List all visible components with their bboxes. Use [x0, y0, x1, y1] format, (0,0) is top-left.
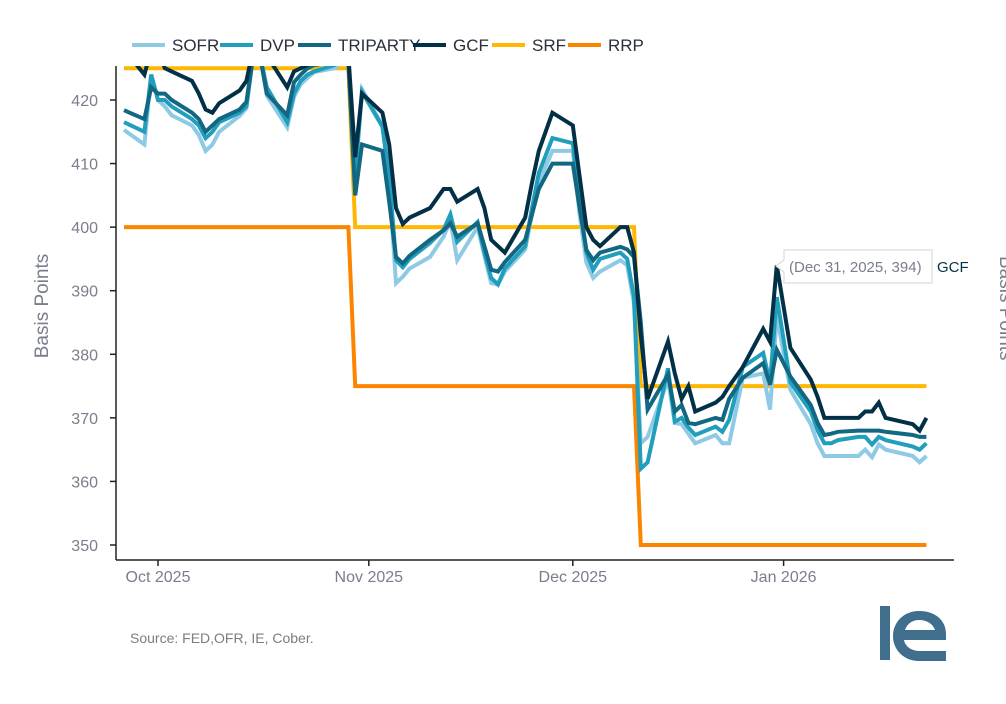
series-line-triparty [123, 66, 927, 439]
hover-tooltip: (Dec 31, 2025, 394) GCF [775, 249, 969, 284]
x-tick-label: Nov 2025 [335, 569, 404, 586]
x-tick-label: Oct 2025 [126, 569, 191, 586]
legend-item-rrp[interactable]: RRP [568, 36, 644, 55]
series-line-gcf [134, 66, 929, 434]
y-tick-label: 350 [71, 538, 98, 555]
y-axis-title: Basis Points [32, 254, 53, 359]
ie-logo [880, 606, 946, 661]
right-y-axis-title: Basis Points [995, 256, 1006, 361]
legend-label: RRP [608, 36, 644, 55]
y-tick-label: 380 [71, 347, 98, 364]
plot-area [122, 66, 929, 547]
legend-item-sofr[interactable]: SOFR [132, 36, 219, 55]
legend-label: SRF [532, 36, 566, 55]
tooltip-box [775, 249, 933, 284]
legend-item-dvp[interactable]: DVP [220, 36, 295, 55]
legend-label: TRIPARTY [338, 36, 421, 55]
x-tick-label: Jan 2026 [751, 569, 817, 586]
legend-label: DVP [260, 36, 295, 55]
y-tick-label: 390 [71, 284, 98, 301]
y-tick-label: 410 [71, 157, 98, 174]
legend-item-srf[interactable]: SRF [492, 36, 566, 55]
tooltip-text: (Dec 31, 2025, 394) [789, 259, 922, 276]
x-tick-label: Dec 2025 [539, 569, 608, 586]
tooltip-series-name: GCF [937, 259, 969, 276]
series-line-rrp [124, 225, 927, 547]
legend-item-gcf[interactable]: GCF [413, 36, 489, 55]
legend: SOFR DVP TRIPARTY GCF SRF RRP [132, 36, 644, 55]
axes: 350 360 370 380 390 400 410 420 Oct 2025 Nov 2025… [71, 66, 954, 586]
y-tick-label: 400 [71, 220, 98, 237]
legend-label: SOFR [172, 36, 219, 55]
legend-item-triparty[interactable]: TRIPARTY [298, 36, 421, 55]
y-tick-label: 360 [71, 474, 98, 491]
legend-label: GCF [453, 36, 489, 55]
y-tick-label: 420 [71, 93, 98, 110]
source-note: Source: FED,OFR, IE, Cober. [130, 630, 314, 646]
y-tick-label: 370 [71, 411, 98, 428]
